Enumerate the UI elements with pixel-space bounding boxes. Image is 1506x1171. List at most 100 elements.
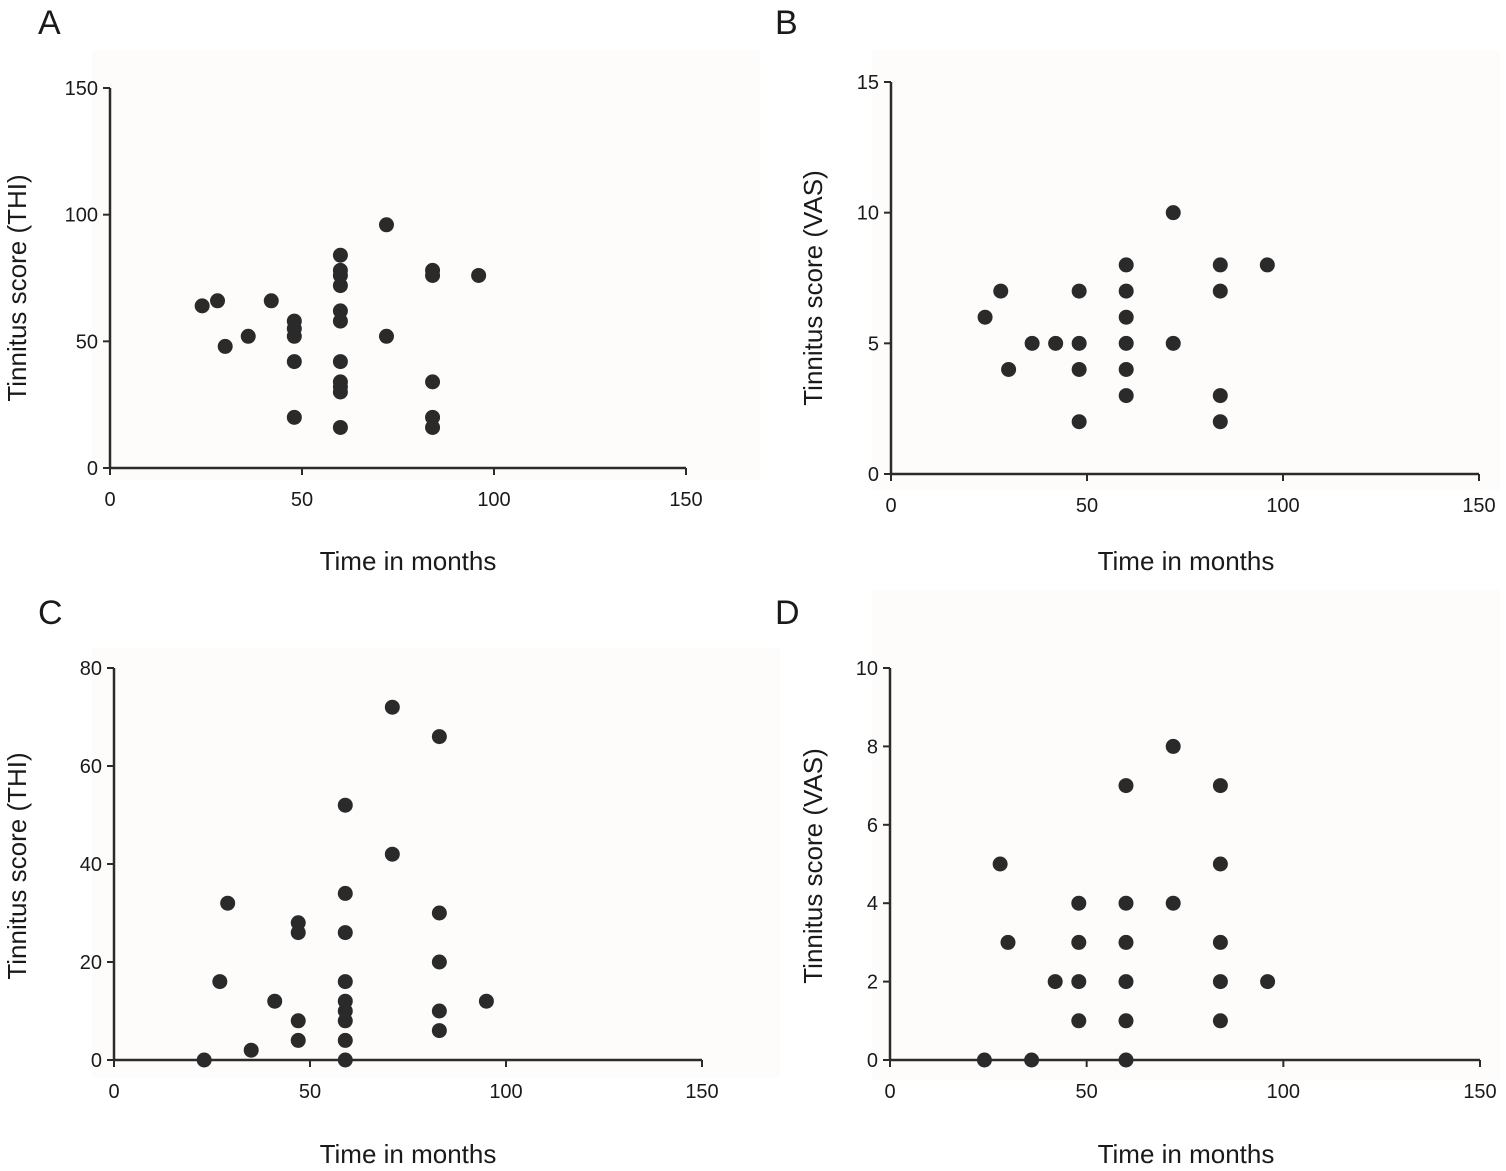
x-tick-label-d: 100 xyxy=(1267,1081,1300,1103)
data-point-b xyxy=(1118,283,1134,299)
data-point-c xyxy=(290,925,306,941)
x-tick-label-d: 50 xyxy=(1076,1081,1098,1103)
data-point-c xyxy=(243,1042,259,1058)
data-point-c xyxy=(337,1052,353,1068)
data-point-d xyxy=(1118,778,1134,794)
data-point-b xyxy=(1212,414,1228,430)
x-tick-label-b: 100 xyxy=(1266,495,1299,517)
y-tick-label-b: 5 xyxy=(868,333,879,355)
data-point-d xyxy=(976,1052,992,1068)
data-point-a xyxy=(332,354,348,370)
data-point-d xyxy=(1071,934,1087,950)
data-point-a xyxy=(332,313,348,329)
data-point-c xyxy=(196,1052,212,1068)
data-point-d xyxy=(1212,856,1228,872)
x-tick-label-a: 100 xyxy=(477,489,510,511)
y-tick-label-c: 60 xyxy=(80,756,102,778)
data-point-a xyxy=(286,409,302,425)
data-point-a xyxy=(263,293,279,309)
panel-c: C 0 50 100 150 0 20 40 60 80 Time in months Tinn… xyxy=(2,594,780,1169)
panel-letter-b: B xyxy=(775,4,798,42)
x-tick-label-b: 150 xyxy=(1462,495,1495,517)
data-points-c xyxy=(196,699,494,1068)
data-points-a xyxy=(194,217,487,435)
y-tick-label-b: 15 xyxy=(857,72,879,94)
data-point-c xyxy=(431,905,447,921)
data-point-b xyxy=(1118,361,1134,377)
data-point-d xyxy=(1047,974,1063,990)
data-point-b xyxy=(1024,335,1040,351)
data-point-c xyxy=(337,1032,353,1048)
axis-ticks-a: 0 50 100 150 0 50 100 150 xyxy=(65,78,703,511)
data-point-c xyxy=(384,846,400,862)
y-tick-label-c: 80 xyxy=(80,658,102,680)
y-tick-label-d: 6 xyxy=(867,815,878,837)
data-point-c xyxy=(431,954,447,970)
data-point-a xyxy=(378,217,394,233)
data-point-b xyxy=(1165,335,1181,351)
panel-a: A 0 50 100 150 0 50 100 150 Time in months Tinn… xyxy=(2,4,760,576)
x-tick-label-c: 150 xyxy=(685,1081,718,1103)
x-tick-label-a: 150 xyxy=(669,489,702,511)
panel-letter-a: A xyxy=(38,4,61,42)
data-point-c xyxy=(337,1013,353,1029)
data-point-b xyxy=(1212,283,1228,299)
data-points-b xyxy=(977,205,1275,430)
panel-d: D 0 50 100 150 0 2 4 6 8 10 Time in months Tinnit… xyxy=(775,590,1500,1169)
x-tick-label-c: 50 xyxy=(299,1081,321,1103)
data-point-b xyxy=(1048,335,1064,351)
data-point-c xyxy=(431,729,447,745)
data-point-c xyxy=(431,1023,447,1039)
data-point-c xyxy=(337,925,353,941)
data-point-b xyxy=(993,283,1009,299)
y-tick-label-d: 2 xyxy=(867,972,878,994)
data-point-a xyxy=(332,278,348,294)
y-tick-label-d: 8 xyxy=(867,736,878,758)
panel-b: B 0 50 100 150 0 5 10 15 Time in months Tinnitu… xyxy=(775,4,1500,576)
data-point-c xyxy=(337,797,353,813)
data-point-d xyxy=(1000,934,1016,950)
x-axis-title-c: Time in months xyxy=(320,1139,497,1169)
y-tick-label-b: 10 xyxy=(857,203,879,225)
data-point-a xyxy=(332,384,348,400)
data-point-c xyxy=(337,885,353,901)
y-tick-label-b: 0 xyxy=(868,464,879,486)
x-tick-label-a: 0 xyxy=(104,489,115,511)
data-point-b xyxy=(1071,414,1087,430)
data-point-b xyxy=(1259,257,1275,273)
data-point-d xyxy=(1071,974,1087,990)
data-point-d xyxy=(1118,1052,1134,1068)
data-point-d xyxy=(1118,974,1134,990)
axis-ticks-d: 0 50 100 150 0 2 4 6 8 10 xyxy=(856,658,1497,1103)
data-point-d xyxy=(1071,1013,1087,1029)
x-axis-title-d: Time in months xyxy=(1098,1139,1275,1169)
y-tick-label-a: 50 xyxy=(76,331,98,353)
data-point-a xyxy=(217,338,233,354)
x-axis-title-b: Time in months xyxy=(1098,546,1275,576)
y-tick-label-a: 100 xyxy=(65,205,98,227)
data-point-b xyxy=(1212,257,1228,273)
data-point-c xyxy=(212,974,228,990)
data-point-c xyxy=(220,895,236,911)
y-tick-label-d: 4 xyxy=(867,893,878,915)
y-axis-title-a: Tinnitus score (THI) xyxy=(2,174,32,401)
data-point-b xyxy=(1165,205,1181,221)
data-point-a xyxy=(332,419,348,435)
data-point-a xyxy=(425,267,441,283)
y-tick-label-a: 0 xyxy=(87,458,98,480)
data-point-a xyxy=(210,293,226,309)
x-tick-label-d: 0 xyxy=(884,1081,895,1103)
data-point-b xyxy=(1071,283,1087,299)
data-points-d xyxy=(976,738,1276,1068)
data-point-a xyxy=(425,374,441,390)
data-point-d xyxy=(992,856,1008,872)
data-point-a xyxy=(286,354,302,370)
data-point-b xyxy=(1118,309,1134,325)
data-point-c xyxy=(290,1032,306,1048)
data-point-b xyxy=(1212,388,1228,404)
data-point-d xyxy=(1118,895,1134,911)
data-point-d xyxy=(1118,934,1134,950)
y-tick-label-c: 40 xyxy=(80,854,102,876)
data-point-b xyxy=(1071,335,1087,351)
data-point-c xyxy=(384,699,400,715)
